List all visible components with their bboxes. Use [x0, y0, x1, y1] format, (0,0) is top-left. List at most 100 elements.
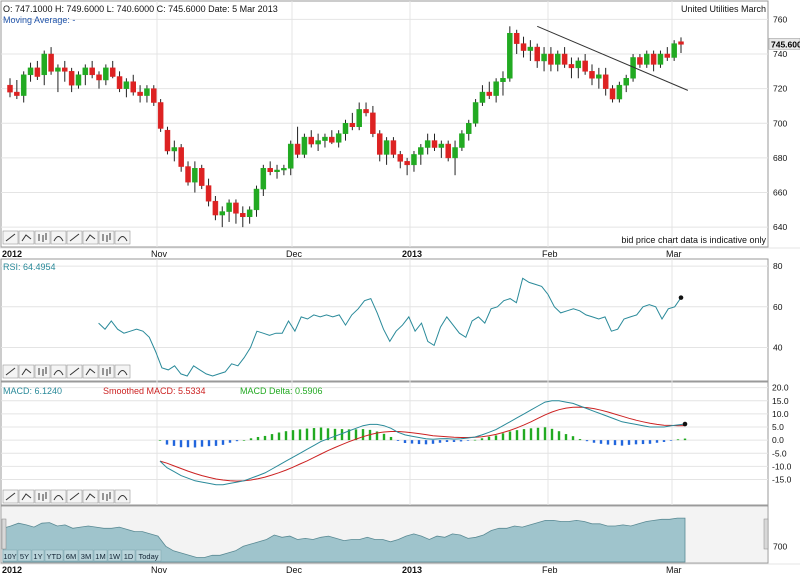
macd-delta-bar: [389, 436, 393, 441]
down-line-icon: [85, 493, 96, 501]
trend-line-2-icon: [21, 234, 32, 242]
candle-body: [534, 46, 540, 62]
navigator-left-handle[interactable]: [1, 518, 7, 550]
macd-tick-label: -15.0: [772, 475, 792, 485]
candle-body: [144, 88, 150, 96]
arc-tool-button[interactable]: [114, 364, 131, 379]
candle-icon-glyph: [38, 367, 47, 376]
panel-frames: [0, 0, 769, 564]
candle-body: [479, 91, 486, 103]
candle-icon-glyph: [38, 492, 47, 501]
candle-body: [438, 143, 445, 148]
candle-body: [68, 71, 75, 86]
range-button-1d[interactable]: [121, 549, 136, 562]
fibonacci-icon: [53, 495, 64, 501]
smoothed-macd-line: [159, 406, 686, 482]
arc-tool-button[interactable]: [114, 230, 131, 245]
range-button-ytd[interactable]: [44, 549, 64, 562]
candle-body: [103, 67, 109, 81]
navigator-right-handle[interactable]: [763, 518, 769, 550]
range-button-1m[interactable]: [93, 549, 108, 562]
x-axis-label: 2013: [402, 565, 422, 575]
fibonacci-tool-button[interactable]: [50, 230, 67, 245]
candle-body: [616, 84, 623, 100]
arc-tool-button[interactable]: [114, 489, 131, 504]
candle-body: [137, 91, 143, 96]
macd-delta-bar: [270, 434, 274, 441]
down-line-tool-button[interactable]: [82, 230, 99, 245]
macd-delta-bar: [284, 431, 288, 441]
trend-line-2-icon: [21, 368, 32, 376]
arc-icon-glyph: [117, 370, 128, 376]
candle-body: [75, 74, 82, 86]
macd-delta-bar: [571, 436, 575, 441]
range-button-6m[interactable]: [63, 549, 79, 562]
rsi-frame: [0, 258, 769, 382]
macd-delta-bar: [683, 438, 687, 441]
arc-icon-glyph: [117, 495, 128, 501]
macd-delta-bar: [613, 440, 617, 446]
candle-body: [157, 102, 164, 129]
fibonacci-tool-button[interactable]: [50, 489, 67, 504]
range-button-3m[interactable]: [78, 549, 94, 562]
range-button-1y[interactable]: [31, 549, 45, 562]
range-button-10y[interactable]: [2, 549, 18, 562]
macd-delta-bar: [228, 440, 232, 443]
macd-axis: -15.0 -10.0 -5.0 0.0 5.0 10.0 15.0 20.0: [772, 383, 792, 485]
macd-delta-bar: [466, 440, 470, 441]
candle-body: [452, 147, 458, 159]
x-axis-label: Nov: [151, 565, 168, 575]
candle-body: [397, 154, 404, 162]
macd-lines: [159, 400, 688, 486]
trend-line-icon: [5, 492, 16, 501]
candle-body: [178, 147, 184, 167]
candle-body: [609, 88, 616, 100]
rsi-panel: RSI: 64.4954 40 60 80: [3, 261, 783, 377]
macd-delta-bar: [431, 440, 435, 444]
trendline-segment[interactable]: [537, 25, 689, 91]
candle-body: [240, 213, 246, 218]
range-button-1w[interactable]: [107, 549, 122, 562]
x-axis-label: Feb: [542, 249, 558, 259]
macd-tick-label: 5.0: [772, 422, 784, 432]
candle-body: [41, 53, 47, 76]
channel-icon: [69, 233, 80, 242]
macd-delta-bar: [382, 433, 386, 441]
trend-line-2-tool-button[interactable]: [18, 489, 35, 504]
candle-body: [363, 109, 369, 114]
macd-tick-label: -5.0: [772, 448, 787, 458]
fibonacci-tool-button[interactable]: [50, 364, 67, 379]
trend-line-2-tool-button[interactable]: [18, 230, 35, 245]
candle-body: [96, 74, 102, 81]
trend-line-2-tool-button[interactable]: [18, 364, 35, 379]
macd-delta-bar: [347, 429, 351, 441]
down-line-tool-button[interactable]: [82, 489, 99, 504]
down-line-tool-button[interactable]: [82, 364, 99, 379]
x-axis-label: Mar: [666, 249, 682, 259]
macd-delta-bar: [298, 429, 302, 441]
candle-body: [116, 76, 123, 89]
range-buttons: 10Y 5Y 1Y YTD 6M 3M 1M 1W 1D Today: [2, 549, 162, 562]
candle-icon: [38, 367, 47, 376]
macd-delta-bar: [305, 428, 309, 441]
range-button-5y[interactable]: [17, 549, 32, 562]
range-button-today[interactable]: [135, 549, 162, 562]
macd-delta-bar: [361, 429, 365, 441]
macd-delta-bar: [319, 427, 323, 441]
candle-body: [130, 81, 136, 93]
candle-body: [561, 53, 568, 65]
trend-line-icon: [5, 233, 16, 242]
macd-delta-bar: [424, 440, 428, 445]
macd-delta-bar: [179, 440, 183, 448]
navigator-panel[interactable]: 700 10Y 5Y 1Y YTD 6M 3M 1M 1W 1D Today: [1, 507, 787, 563]
rsi-label: RSI: 64.4954: [3, 262, 56, 272]
range-button-label: 1D: [124, 552, 134, 561]
rsi-tick-label: 60: [773, 302, 783, 312]
arrow-line-icon-glyph: [102, 492, 111, 501]
macd-delta-bar: [375, 431, 379, 441]
candle-body: [342, 123, 349, 134]
candle-body: [623, 78, 629, 86]
down-line-icon-glyph: [85, 368, 96, 376]
macd-delta-bar: [676, 439, 680, 441]
macd-delta-bar: [592, 440, 596, 443]
